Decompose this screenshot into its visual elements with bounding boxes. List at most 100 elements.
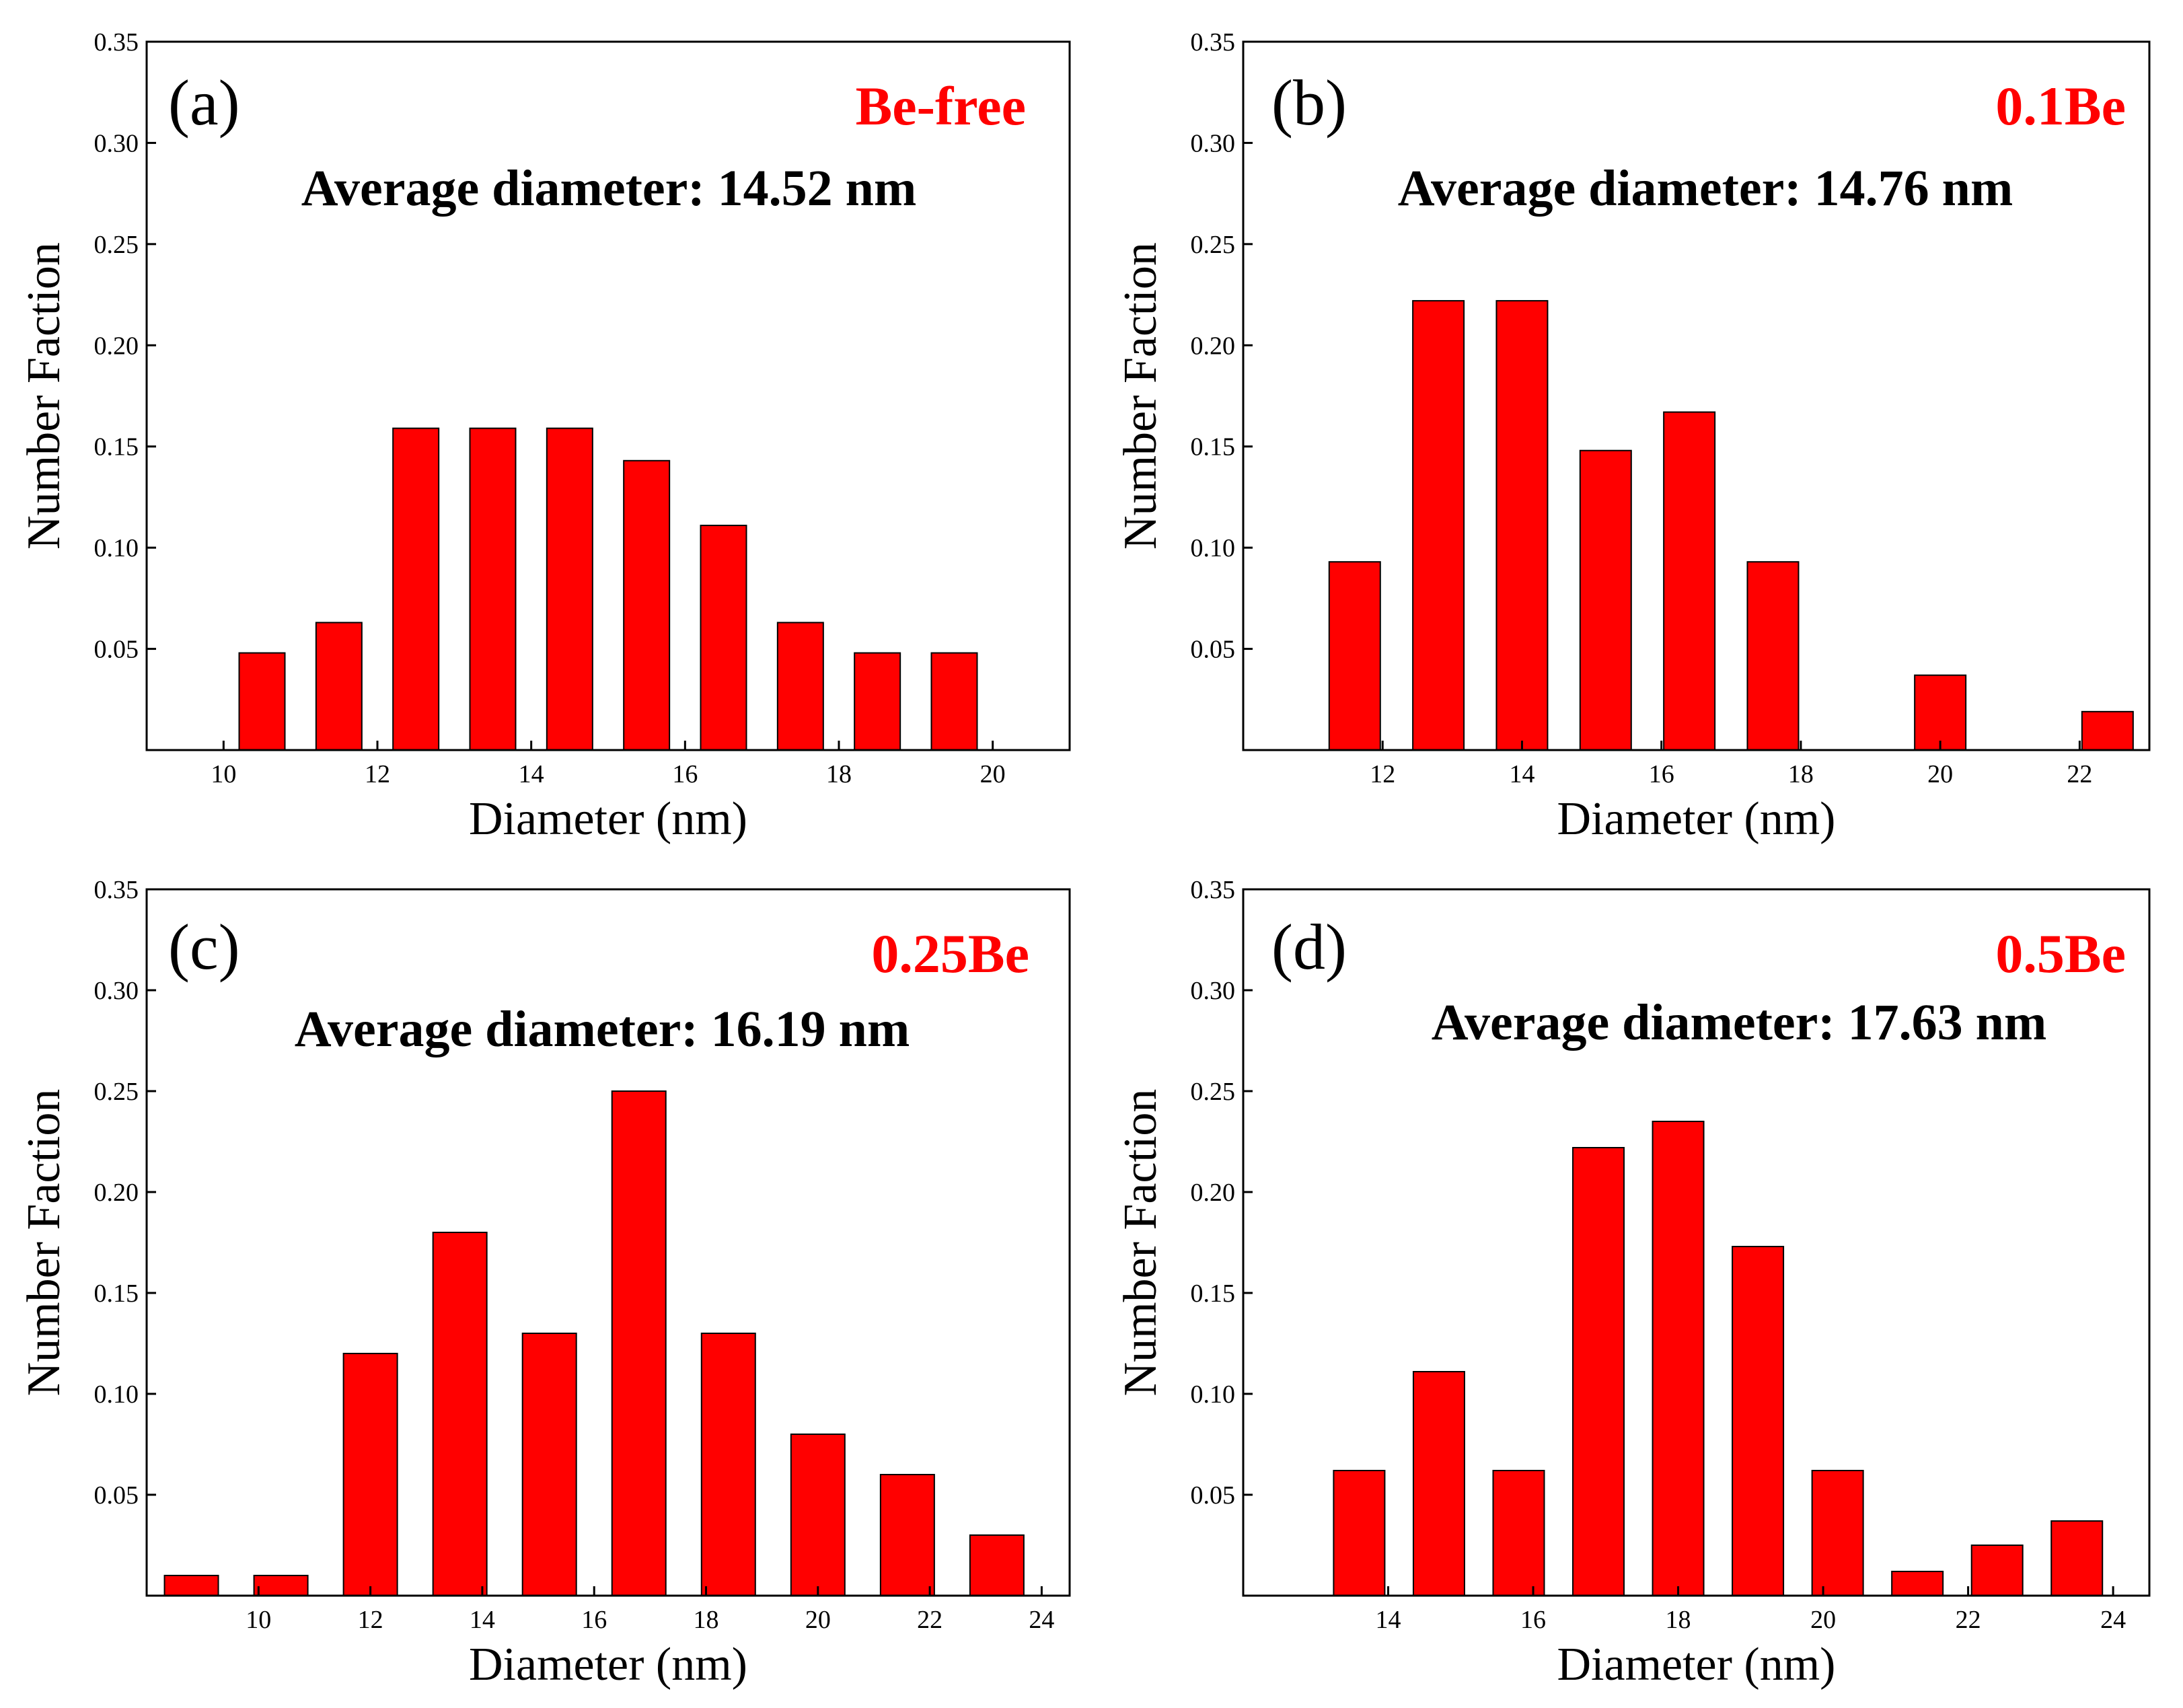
x-tick-label: 22: [917, 1606, 942, 1634]
bar: [2050, 1520, 2104, 1596]
x-tick-label: 16: [1649, 760, 1674, 788]
y-tick-label: 0.30: [94, 129, 139, 157]
bar: [1412, 1371, 1465, 1596]
y-tick-label: 0.35: [1191, 28, 1236, 57]
y-tick-label: 0.25: [94, 231, 139, 259]
bar: [546, 427, 593, 751]
y-tick-label: 0.15: [94, 1279, 139, 1308]
y-axis-title: Number Faction: [1115, 1089, 1167, 1397]
bar: [469, 427, 517, 751]
y-tick-label: 0.15: [1191, 433, 1236, 461]
bar: [315, 622, 363, 751]
x-tick-label: 10: [246, 1606, 271, 1634]
bar: [969, 1534, 1025, 1596]
x-tick-label: 14: [519, 760, 544, 788]
bar: [521, 1333, 577, 1596]
bar: [432, 1232, 488, 1596]
panel-b: 0.05 0.10 0.15 0.20 0.25 0.30 0.35 12 14 16 18 20 22…: [1115, 28, 2151, 845]
average-diameter-annotation: Average diameter: 14.52 nm: [301, 160, 917, 217]
average-diameter-annotation: Average diameter: 16.19 nm: [295, 1001, 910, 1057]
panel-label: (c): [168, 911, 240, 983]
bar: [392, 427, 440, 751]
x-tick-label: 12: [358, 1606, 383, 1634]
x-tick-label: 20: [980, 760, 1006, 788]
x-axis-title: Diameter (nm): [469, 1639, 747, 1691]
bar: [1970, 1545, 2024, 1596]
y-tick-label: 0.20: [94, 332, 139, 360]
y-tick-label: 0.25: [1191, 231, 1236, 259]
sample-label: 0.25Be: [871, 923, 1029, 984]
sample-label: 0.1Be: [1995, 75, 2126, 137]
bar: [854, 652, 901, 751]
panel-label: (a): [168, 67, 240, 139]
y-tick-label: 0.05: [1191, 636, 1236, 664]
x-tick-label: 14: [1509, 760, 1534, 788]
y-tick-label: 0.10: [1191, 534, 1236, 562]
panel-label: (b): [1271, 67, 1347, 139]
sample-label: 0.5Be: [1995, 923, 2126, 984]
x-tick-label: 14: [470, 1606, 495, 1634]
bar: [2081, 710, 2134, 751]
x-tick-label: 18: [694, 1606, 719, 1634]
y-tick-label: 0.15: [1191, 1279, 1236, 1308]
bar: [1663, 411, 1716, 751]
y-tick-label: 0.35: [94, 876, 139, 904]
x-axis-title: Diameter (nm): [469, 793, 747, 845]
y-axis-title: Number Faction: [18, 242, 70, 550]
y-tick-label: 0.30: [1191, 977, 1236, 1005]
y-tick-label: 0.05: [94, 1481, 139, 1510]
y-tick-label: 0.10: [94, 534, 139, 562]
x-tick-label: 24: [2100, 1606, 2126, 1634]
bar: [1891, 1571, 1944, 1596]
bar: [700, 525, 747, 751]
x-tick-label: 16: [1520, 1606, 1546, 1634]
bar: [790, 1434, 846, 1596]
y-tick-label: 0.20: [94, 1179, 139, 1207]
x-tick-label: 14: [1376, 1606, 1401, 1634]
x-axis-title: Diameter (nm): [1557, 793, 1836, 845]
bar: [1495, 300, 1549, 751]
x-tick-label: 24: [1029, 1606, 1054, 1634]
panel-a: 0.05 0.10 0.15 0.20 0.25 0.30 0.35 10 12 14 16 18 20…: [18, 28, 1071, 845]
bar: [238, 652, 286, 751]
x-tick-label: 18: [826, 760, 852, 788]
sample-label: Be-free: [856, 75, 1026, 137]
y-tick-label: 0.10: [1191, 1380, 1236, 1409]
bar: [700, 1333, 756, 1596]
panel-c: 0.05 0.10 0.15 0.20 0.25 0.30 0.35 10 12 14 16 18 20…: [18, 876, 1071, 1691]
plot-frame: [145, 888, 1071, 1597]
panel-label: (d): [1271, 911, 1347, 983]
x-tick-label: 22: [1956, 1606, 1981, 1634]
y-tick-label: 0.25: [94, 1078, 139, 1106]
bar: [1492, 1470, 1545, 1596]
bar: [1811, 1470, 1864, 1596]
panel-d: 0.05 0.10 0.15 0.20 0.25 0.30 0.35 14 16 18 20 22 24…: [1115, 876, 2151, 1691]
x-axis-title: Diameter (nm): [1557, 1639, 1836, 1691]
bar: [163, 1575, 219, 1596]
x-tick-label: 20: [805, 1606, 831, 1634]
y-tick-label: 0.10: [94, 1380, 139, 1409]
x-tick-label: 12: [365, 760, 390, 788]
x-tick-label: 10: [211, 760, 236, 788]
y-tick-label: 0.30: [1191, 129, 1236, 157]
bar: [879, 1474, 935, 1596]
x-tick-label: 16: [672, 760, 698, 788]
y-tick-label: 0.35: [94, 28, 139, 57]
x-tick-label: 16: [581, 1606, 607, 1634]
plot-frame: [1242, 40, 2151, 751]
y-axis-title: Number Faction: [1115, 242, 1167, 550]
average-diameter-annotation: Average diameter: 17.63 nm: [1432, 994, 2047, 1051]
y-tick-label: 0.15: [94, 433, 139, 461]
bar: [611, 1090, 667, 1596]
x-tick-label: 18: [1788, 760, 1814, 788]
bar: [342, 1353, 398, 1596]
bar: [1746, 561, 1800, 751]
plot-frame: [145, 40, 1071, 751]
average-diameter-annotation: Average diameter: 14.76 nm: [1398, 160, 2013, 217]
bar: [1579, 449, 1632, 751]
bar: [1412, 300, 1465, 751]
bar: [623, 459, 671, 751]
x-tick-label: 20: [1927, 760, 1953, 788]
y-tick-label: 0.20: [1191, 332, 1236, 360]
